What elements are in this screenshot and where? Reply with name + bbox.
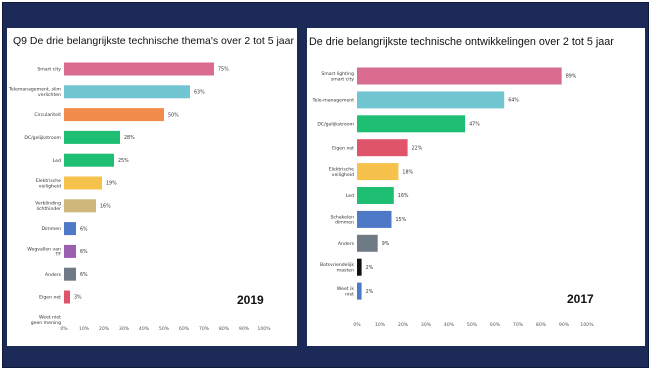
value-label: 6% bbox=[80, 272, 88, 278]
bar-chart-2019: Smart city 75% Telemanagement, slim verlich… bbox=[8, 62, 271, 332]
category-label: Led bbox=[53, 158, 61, 164]
value-label: 16% bbox=[398, 193, 409, 199]
bar-chart-2017: Smart lighting smart city 89% Tele-manageme… bbox=[312, 67, 594, 328]
bar-2019 bbox=[64, 62, 214, 76]
x-tick-label: 90% bbox=[239, 326, 250, 332]
chart-panel-2017: De drie belangrijkste technische ontwikk… bbox=[307, 28, 645, 346]
x-tick-label: 70% bbox=[513, 322, 524, 328]
bar-2017 bbox=[357, 258, 362, 276]
value-label: 50% bbox=[168, 112, 179, 118]
value-label: 22% bbox=[412, 145, 423, 151]
category-label: Tele-management bbox=[312, 98, 355, 104]
x-tick-label: 20% bbox=[99, 326, 110, 332]
category-label: Smart city bbox=[37, 67, 61, 73]
category-label: Botsvriendelijk masten bbox=[320, 262, 354, 273]
category-label: Eigen net bbox=[332, 145, 354, 151]
x-tick-label: 80% bbox=[219, 326, 230, 332]
value-label: 47% bbox=[469, 122, 480, 128]
x-tick-label: 0% bbox=[60, 326, 68, 332]
value-label: 6% bbox=[80, 226, 88, 232]
category-label: Anders bbox=[338, 241, 355, 247]
x-tick-label: 80% bbox=[536, 322, 547, 328]
category-label: Weet ik niet bbox=[337, 286, 354, 297]
value-label: 2% bbox=[366, 265, 374, 271]
bar-2019 bbox=[64, 290, 70, 304]
category-label: Wegvallen van TF bbox=[27, 246, 61, 257]
x-tick-label: 0% bbox=[353, 322, 361, 328]
bar-2017 bbox=[357, 139, 408, 157]
x-tick-label: 10% bbox=[79, 326, 90, 332]
category-label: DC/gelijkstroom bbox=[24, 135, 61, 141]
category-label: Telemanagement, slim verlichten bbox=[8, 87, 62, 98]
value-label: 3% bbox=[74, 295, 82, 301]
bar-2017 bbox=[357, 210, 392, 228]
category-label: Circulariteit bbox=[34, 112, 61, 118]
value-label: 6% bbox=[80, 249, 88, 255]
x-tick-label: 100% bbox=[257, 326, 271, 332]
x-tick-label: 30% bbox=[421, 322, 432, 328]
category-label: Weet niet geen mening bbox=[31, 315, 61, 326]
bar-2019 bbox=[64, 130, 120, 144]
category-label: DC/gelijkstroom bbox=[317, 121, 354, 127]
bar-2017 bbox=[357, 234, 378, 252]
chart-title-2017: De drie belangrijkste technische ontwikk… bbox=[309, 36, 614, 48]
value-label: 64% bbox=[508, 98, 519, 104]
x-tick-label: 60% bbox=[179, 326, 190, 332]
bar-2019 bbox=[64, 85, 190, 99]
value-label: 18% bbox=[402, 169, 413, 175]
value-label: 15% bbox=[396, 217, 407, 223]
value-label: 89% bbox=[566, 74, 577, 80]
bar-2017 bbox=[357, 163, 399, 181]
year-label-2017: 2017 bbox=[567, 292, 594, 306]
bar-2017 bbox=[357, 187, 394, 204]
bar-2019 bbox=[64, 153, 114, 167]
value-label: 75% bbox=[218, 67, 229, 73]
category-label: Smart lighting smart city bbox=[321, 71, 354, 82]
category-label: Verblinding lichthinder bbox=[35, 201, 61, 212]
value-label: 2% bbox=[366, 289, 374, 295]
bar-2019 bbox=[64, 244, 76, 258]
value-label: 9% bbox=[382, 241, 390, 247]
category-label: Anders bbox=[45, 272, 62, 278]
category-label: Elektrische veiligheid bbox=[329, 167, 354, 178]
x-tick-label: 30% bbox=[119, 326, 130, 332]
bar-2019 bbox=[64, 108, 164, 122]
value-label: 63% bbox=[194, 90, 205, 96]
bar-2017 bbox=[357, 67, 562, 85]
bar-2019 bbox=[64, 199, 96, 213]
x-tick-label: 90% bbox=[559, 322, 570, 328]
category-label: Led bbox=[346, 193, 354, 199]
chart-title-2019: Q9 De drie belangrijkste technische them… bbox=[13, 35, 294, 47]
value-label: 16% bbox=[100, 204, 111, 210]
x-tick-label: 40% bbox=[444, 322, 455, 328]
category-label: Schakelen dimmen bbox=[330, 214, 354, 225]
year-label-2019: 2019 bbox=[237, 293, 264, 307]
x-tick-label: 20% bbox=[398, 322, 409, 328]
bar-2019 bbox=[64, 267, 76, 281]
bar-2017 bbox=[357, 115, 466, 133]
x-tick-label: 40% bbox=[139, 326, 150, 332]
chart-panel-2019: Q9 De drie belangrijkste technische them… bbox=[7, 28, 297, 346]
x-tick-label: 60% bbox=[490, 322, 501, 328]
value-label: 19% bbox=[106, 181, 117, 187]
bar-2019 bbox=[64, 176, 102, 190]
x-tick-label: 100% bbox=[580, 322, 594, 328]
category-label: Elektrische veiligheid bbox=[36, 178, 61, 189]
category-label: Eigen net bbox=[39, 295, 61, 301]
bar-2019 bbox=[64, 222, 76, 236]
category-label: Dimmen bbox=[41, 226, 61, 232]
x-tick-label: 50% bbox=[159, 326, 170, 332]
value-label: 25% bbox=[118, 158, 129, 164]
bar-2017 bbox=[357, 91, 505, 109]
value-label: 28% bbox=[124, 135, 135, 141]
bar-2017 bbox=[357, 282, 362, 300]
x-tick-label: 70% bbox=[199, 326, 210, 332]
x-tick-label: 50% bbox=[467, 322, 478, 328]
x-tick-label: 10% bbox=[375, 322, 386, 328]
